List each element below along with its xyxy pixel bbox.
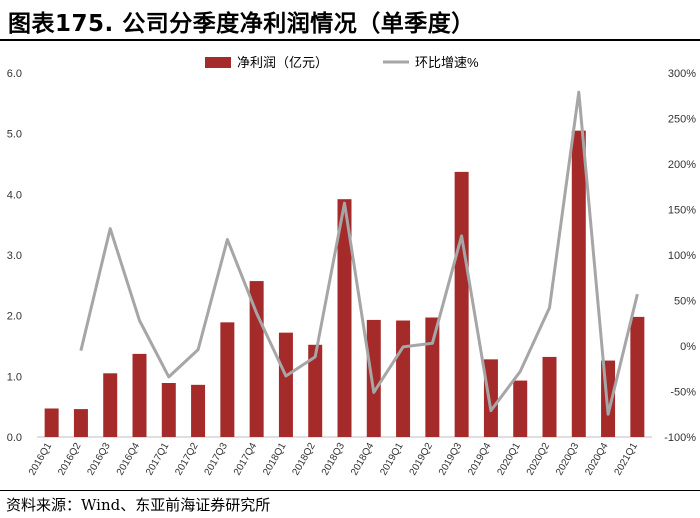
x-tick-label: 2020Q3	[554, 441, 582, 478]
bar	[308, 344, 323, 437]
y-right-tick-label: 150%	[668, 205, 696, 217]
x-tick-label: 2017Q3	[203, 441, 231, 478]
x-tick-label: 2017Q1	[144, 441, 172, 478]
bar	[630, 316, 645, 437]
x-tick-label: 2018Q4	[349, 441, 377, 478]
legend: 净利润（亿元） 环比增速%	[205, 55, 479, 70]
legend-label-bar: 净利润（亿元）	[237, 55, 328, 70]
y-left-tick-label: 1.0	[7, 371, 22, 383]
bar	[191, 384, 206, 437]
y-right-tick-label: 100%	[668, 250, 696, 262]
x-tick-label: 2017Q4	[232, 441, 260, 478]
bar	[571, 130, 586, 437]
bar	[483, 359, 498, 437]
x-tick-label: 2019Q2	[408, 441, 436, 478]
y-right-tick-label: 0%	[680, 341, 696, 353]
y-right-tick-label: -100%	[664, 432, 696, 444]
y-right-tick-label: -50%	[670, 387, 696, 399]
x-tick-label: 2016Q2	[56, 441, 84, 478]
x-tick-label: 2019Q4	[466, 441, 494, 478]
bar	[73, 409, 88, 437]
x-tick-label: 2018Q2	[290, 441, 318, 478]
title-divider	[0, 39, 700, 41]
y-left-tick-label: 4.0	[7, 189, 22, 201]
bar	[366, 319, 381, 437]
x-tick-label: 2016Q4	[115, 441, 143, 478]
x-tick-label: 2018Q1	[261, 441, 289, 478]
combo-chart: 净利润（亿元） 环比增速% 0.0 1.0 2.0 3.0 4.0 5.0 6.0 -100% -…	[7, 55, 697, 478]
x-tick-label: 2020Q4	[583, 441, 611, 478]
x-tick-label: 2021Q1	[613, 441, 641, 478]
bar	[132, 353, 147, 437]
bar	[161, 383, 176, 437]
x-tick-label: 2017Q2	[173, 441, 201, 478]
x-tick-label: 2016Q3	[85, 441, 113, 478]
bar	[425, 317, 440, 437]
y-right-tick-label: 50%	[674, 296, 696, 308]
legend-label-line: 环比增速%	[415, 55, 479, 70]
footer-divider	[0, 490, 700, 491]
bar	[220, 322, 235, 437]
bar	[454, 171, 469, 438]
y-left-tick-label: 3.0	[7, 250, 22, 262]
y-left-tick-label: 0.0	[7, 432, 22, 444]
bar	[513, 380, 528, 437]
bar	[337, 199, 352, 437]
bar	[542, 356, 557, 437]
bar-series	[44, 130, 645, 438]
y-right-tick-label: 200%	[668, 159, 696, 171]
x-tick-label: 2020Q2	[525, 441, 553, 478]
x-tick-label: 2019Q1	[378, 441, 406, 478]
y-right-tick-label: 300%	[668, 68, 696, 80]
line-series	[79, 90, 639, 416]
y-right-tick-label: 250%	[668, 114, 696, 126]
x-tick-label: 2019Q3	[437, 441, 465, 478]
x-tick-label: 2018Q3	[320, 441, 348, 478]
legend-swatch-bar	[205, 57, 231, 68]
bar	[44, 408, 59, 437]
y-left-tick-label: 5.0	[7, 129, 22, 141]
bar	[103, 373, 118, 437]
bar	[396, 320, 411, 437]
x-tick-label: 2016Q1	[27, 441, 55, 478]
y-left-tick-label: 2.0	[7, 311, 22, 323]
x-tick-label: 2020Q1	[495, 441, 523, 478]
chart-title: 图表175. 公司分季度净利润情况（单季度）	[8, 11, 475, 37]
y-left-tick-label: 6.0	[7, 68, 22, 80]
source-note: 资料来源：Wind、东亚前海证券研究所	[6, 496, 271, 514]
line-path	[79, 90, 639, 416]
bar	[278, 332, 293, 437]
